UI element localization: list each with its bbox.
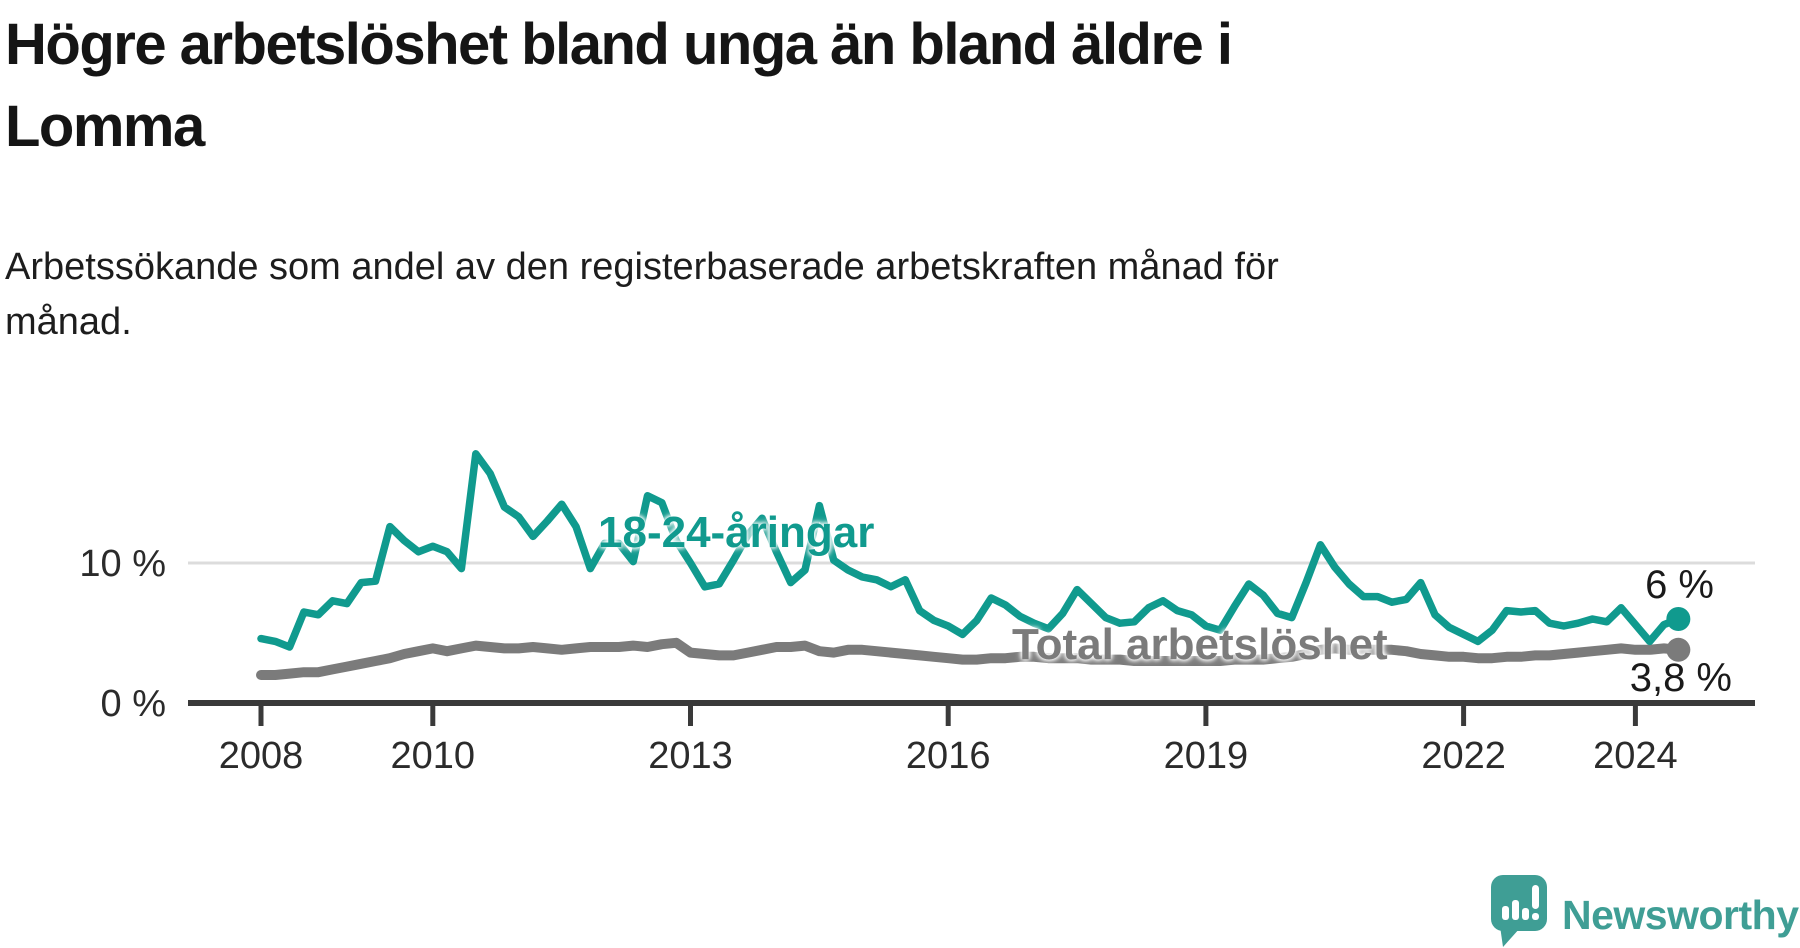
x-tick-label-2013: 2013 bbox=[648, 735, 733, 777]
logo-exclamation-dot bbox=[1532, 913, 1539, 920]
newsworthy-logo-icon bbox=[1491, 875, 1547, 947]
logo-bar-3 bbox=[1522, 908, 1529, 920]
end-dot-young bbox=[1666, 607, 1691, 631]
series-line-total bbox=[256, 637, 1684, 680]
x-tick-label-2010: 2010 bbox=[391, 735, 476, 777]
y-tick-label-0-pct: 0 % bbox=[101, 683, 166, 725]
series-line-young bbox=[257, 450, 1683, 651]
logo-bar-1 bbox=[1502, 906, 1509, 920]
end-value-label-young: 6 % bbox=[1645, 563, 1714, 607]
chart-subtitle-line1: Arbetssökande som andel av den registerb… bbox=[5, 246, 1279, 288]
y-tick-label-10-pct: 10 % bbox=[79, 543, 166, 585]
x-tick-label-2022: 2022 bbox=[1421, 735, 1506, 777]
logo-exclamation-bar bbox=[1532, 885, 1539, 909]
x-tick-label-2008: 2008 bbox=[219, 735, 304, 777]
newsworthy-logo-text: Newsworthy bbox=[1562, 892, 1799, 938]
chart-title-line1: Högre arbetslöshet bland unga än bland ä… bbox=[5, 12, 1233, 77]
end-dot-total bbox=[1666, 637, 1691, 662]
chart-title: Högre arbetslöshet bland unga än bland ä… bbox=[5, 4, 1525, 168]
logo-bar-2 bbox=[1512, 900, 1519, 920]
series-label-young: 18-24-åringar bbox=[598, 508, 875, 557]
series-label-total: Total arbetslöshet bbox=[1012, 620, 1388, 669]
x-tick-label-2024: 2024 bbox=[1593, 735, 1678, 777]
chart-subtitle: Arbetssökande som andel av den registerb… bbox=[5, 240, 1505, 350]
x-tick-label-2016: 2016 bbox=[906, 735, 991, 777]
newsworthy-logo: Newsworthy bbox=[1490, 874, 1799, 948]
x-tick-label-2019: 2019 bbox=[1164, 735, 1249, 777]
chart-subtitle-line2: månad. bbox=[5, 301, 132, 343]
speech-bubble-tail bbox=[1500, 926, 1520, 947]
end-value-label-total: 3,8 % bbox=[1629, 656, 1732, 700]
chart-title-line2: Lomma bbox=[5, 94, 205, 159]
